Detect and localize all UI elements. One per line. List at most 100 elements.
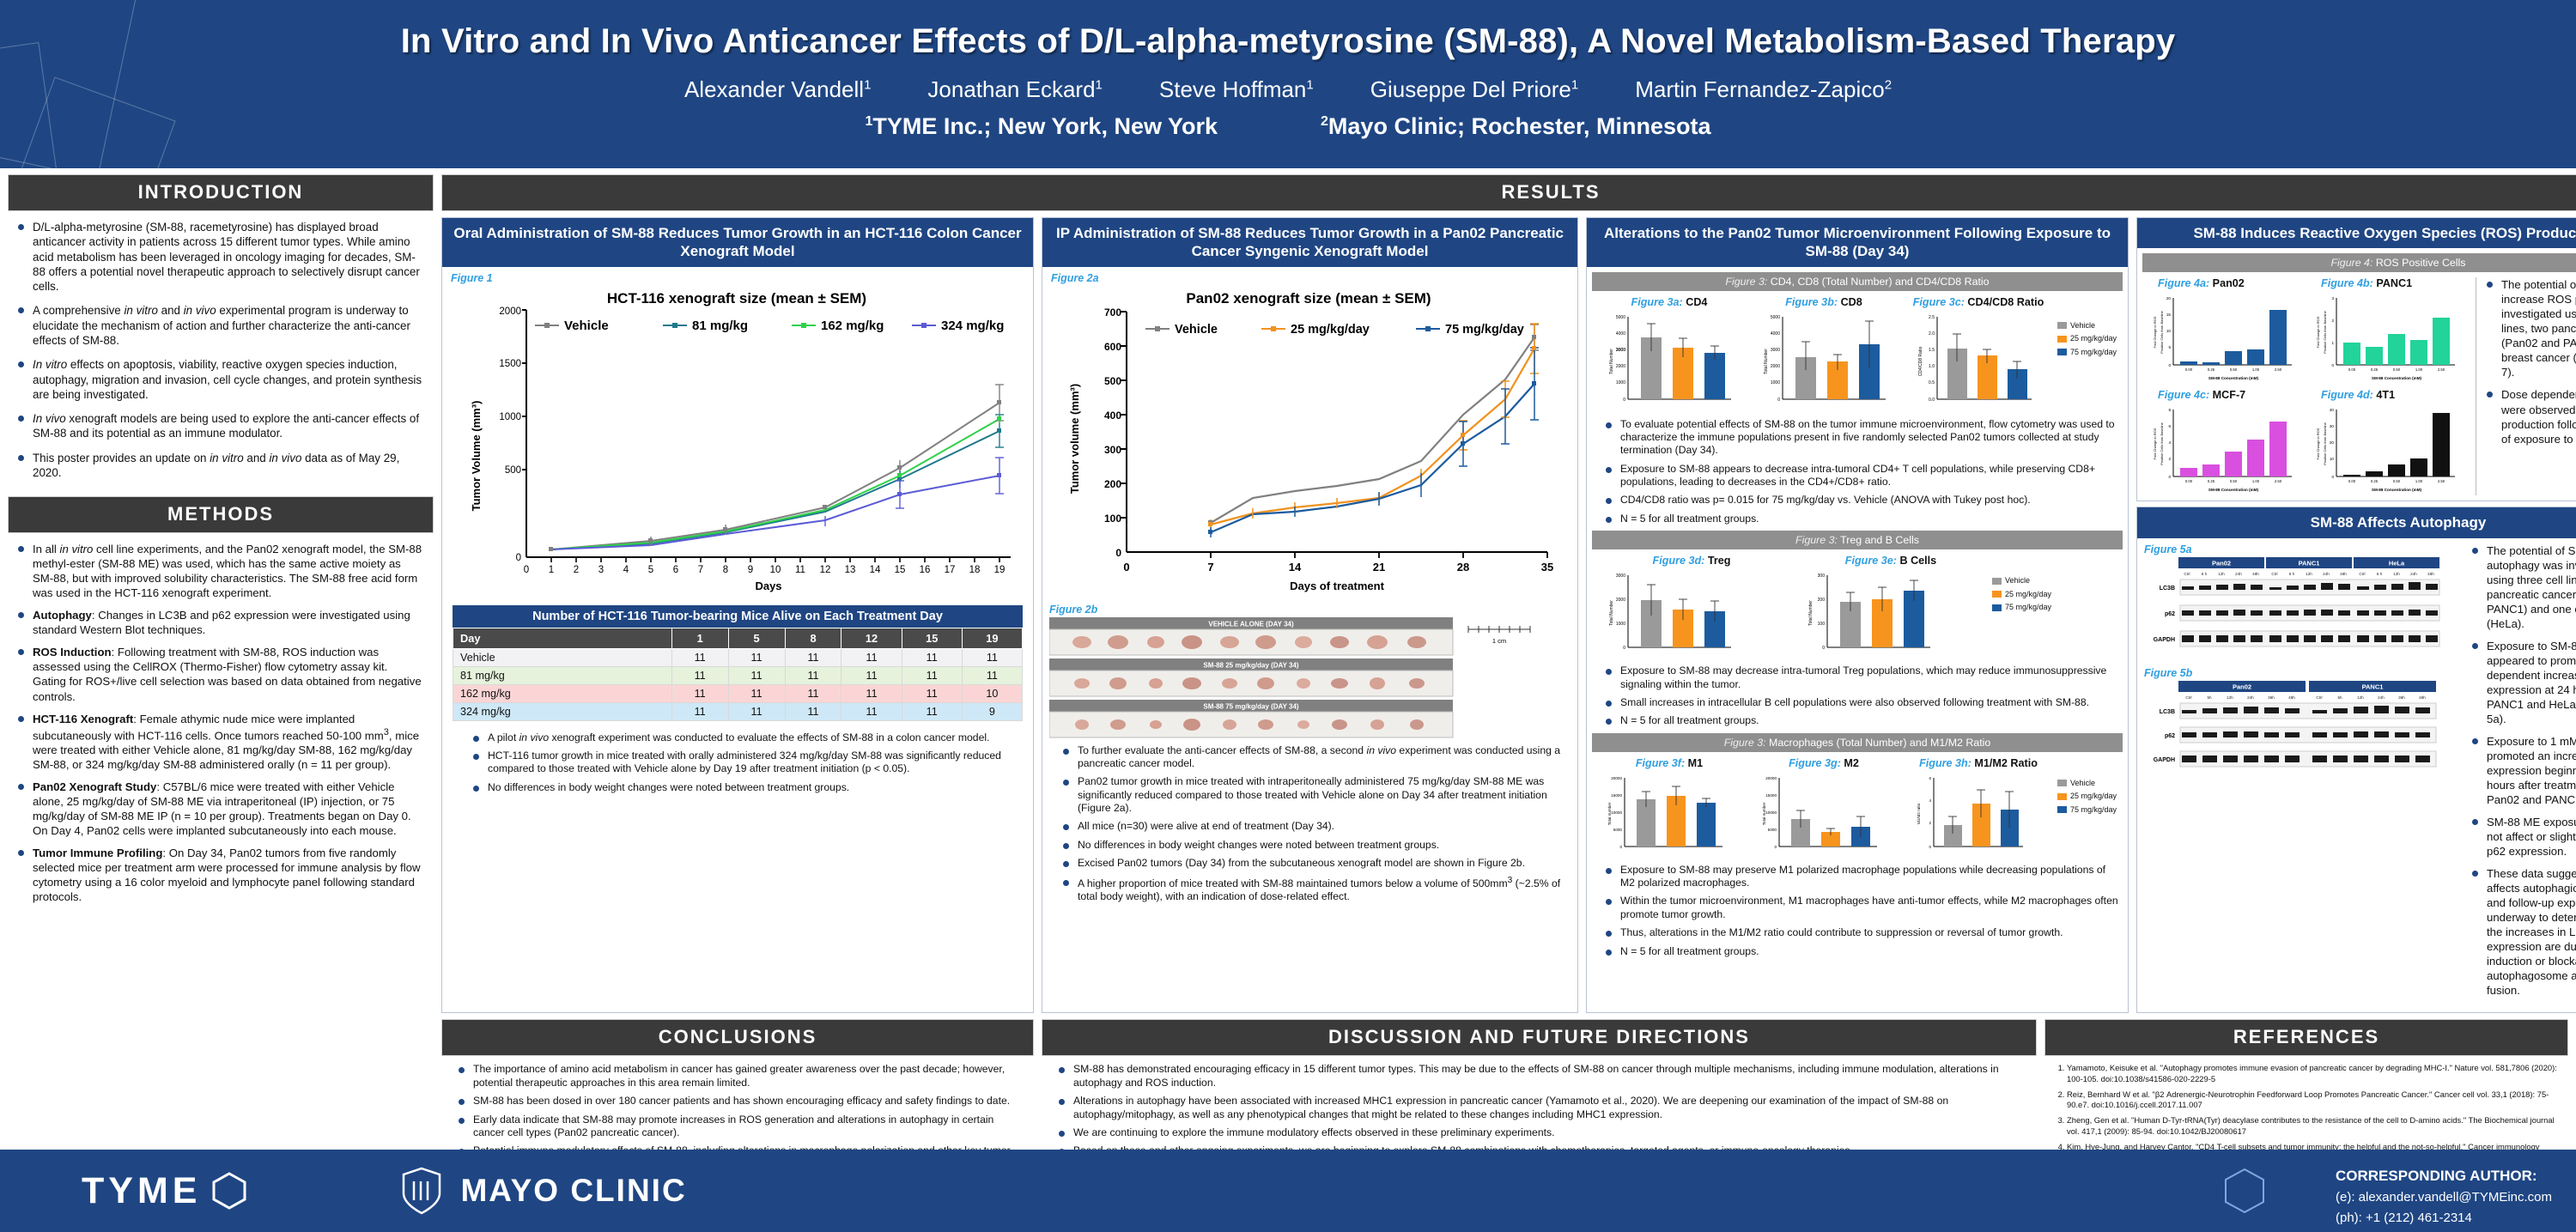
svg-text:3000: 3000 [1616, 348, 1625, 353]
list-item: In vivo xenograft models are being used … [16, 411, 423, 441]
cell: 11 [784, 683, 842, 703]
svg-text:2000: 2000 [1616, 598, 1625, 603]
svg-text:14: 14 [1289, 561, 1302, 574]
figure-3c-chart: 2.5 2.0 1.5 1.0 0.5 0.0 CD4/CD8 Ratio [1918, 315, 2032, 403]
panel-microenvironment-bullets-b: Exposure to SM-88 may decrease intra-tum… [1592, 665, 2121, 728]
svg-text:0: 0 [1929, 845, 1931, 849]
svg-text:6: 6 [673, 565, 678, 575]
svg-text:17: 17 [945, 565, 956, 575]
svg-text:0.0: 0.0 [1929, 398, 1935, 403]
list-item: Autophagy: Changes in LC3B and p62 expre… [16, 608, 423, 637]
svg-text:1.5: 1.5 [1929, 348, 1935, 353]
legend-item: Vehicle [2057, 320, 2121, 332]
figure-3e-chart: 300 200 100 0 Total Number [1808, 574, 1930, 651]
legend-item: Vehicle [2057, 778, 2121, 790]
svg-text:4000: 4000 [1616, 331, 1625, 337]
list-item: Exposure to SM-88 may preserve M1 polari… [1604, 864, 2121, 890]
figure-3-row-c: Figure 3f: M1 20000 15000 10000 5000 0 Total… [1587, 757, 2128, 860]
list-item: Within the tumor microenvironment, M1 ma… [1604, 895, 2121, 921]
section-header-methods: METHODS [8, 496, 434, 534]
author: Giuseppe Del Priore1 [1370, 76, 1579, 102]
row-label: 162 mg/kg [453, 683, 672, 703]
tyme-logo: TYME [82, 1169, 202, 1211]
table-row: Vehicle 11 11 11 11 11 11 [453, 647, 1024, 667]
svg-text:1000: 1000 [1616, 622, 1625, 627]
svg-text:GAPDH: GAPDH [2154, 757, 2175, 763]
svg-text:1.00: 1.00 [2415, 367, 2423, 372]
svg-text:20000: 20000 [1611, 776, 1622, 780]
table-row: 162 mg/kg 11 11 11 11 11 10 [453, 683, 1024, 703]
cell: 11 [671, 647, 729, 667]
figure-2a-chart: Pan02 xenograft size (mean ± SEM) Vehicl… [1068, 290, 1553, 592]
svg-text:Tumor volume (mm³): Tumor volume (mm³) [1068, 383, 1081, 493]
svg-text:28: 28 [1457, 561, 1469, 574]
svg-text:SM-88 Concentration (mM): SM-88 Concentration (mM) [2372, 376, 2422, 380]
svg-text:8: 8 [2168, 408, 2171, 412]
svg-text:1000: 1000 [1616, 380, 1625, 385]
svg-text:1000: 1000 [1771, 380, 1780, 385]
svg-text:20: 20 [2330, 440, 2335, 445]
svg-text:324 mg/kg: 324 mg/kg [941, 319, 1004, 333]
panel-hct116-bullets: A pilot in vivo xenograft experiment was… [453, 731, 1023, 795]
legend-item: Vehicle [1992, 575, 2121, 587]
svg-text:Tumor Volume (mm³): Tumor Volume (mm³) [470, 400, 483, 511]
list-item: Exposure to SM-88 may decrease intra-tum… [1604, 665, 2121, 691]
methods-content: In all in vitro cell line experiments, a… [8, 533, 434, 915]
figure-3b-chart: 5000 4000 3000 2000 1000 0 Total Number [1764, 315, 1886, 403]
cell: 11 [727, 683, 786, 703]
svg-text:0: 0 [2168, 363, 2171, 367]
figure-2a: Figure 2a Pan02 xenograft size (mean ± S… [1042, 267, 1577, 602]
svg-text:Total number: Total number [1762, 802, 1766, 825]
table-row: 324 mg/kg 11 11 11 11 11 9 [453, 701, 1024, 721]
figure-2b: Figure 2b VEHICLE ALONE (DAY 34) [1042, 602, 1577, 744]
svg-text:Ctrl: Ctrl [2185, 695, 2191, 700]
cell: 11 [901, 665, 963, 685]
panel-pan02-title: IP Administration of SM-88 Reduces Tumor… [1042, 218, 1577, 267]
svg-text:5000: 5000 [1616, 315, 1625, 320]
column-header: 8 [784, 627, 842, 649]
svg-text:Positive Cells from Baseline: Positive Cells from Baseline [2323, 311, 2327, 354]
panel-ros-bullets: The potential of SM-88 to increase ROS p… [2485, 277, 2576, 446]
svg-text:19: 19 [994, 565, 1005, 575]
column-header: 19 [961, 627, 1024, 649]
figure-5a-label: Figure 5a [2144, 543, 2192, 555]
list-item: In all in vitro cell line experiments, a… [16, 542, 423, 600]
svg-text:Total Number: Total Number [1764, 348, 1769, 373]
figure-3-group-c-caption: Figure 3: Macrophages (Total Number) and… [1592, 732, 2123, 752]
svg-text:2.50: 2.50 [2438, 367, 2445, 372]
list-item: Exposure to 1 mM SM-88 ME promoted an in… [2470, 734, 2576, 807]
svg-text:2.50: 2.50 [2275, 479, 2282, 483]
list-item: To evaluate potential effects of SM-88 o… [1604, 418, 2121, 458]
list-item: Thus, alterations in the M1/M2 ratio cou… [1604, 926, 2121, 939]
svg-text:600: 600 [1104, 341, 1121, 353]
list-item: N = 5 for all treatment groups. [1604, 945, 2121, 958]
svg-text:Pan02: Pan02 [2212, 559, 2231, 567]
cell: 11 [784, 701, 842, 721]
svg-text:500: 500 [505, 465, 521, 476]
svg-text:2000: 2000 [499, 306, 521, 317]
svg-text:M1/M2 ratio: M1/M2 ratio [1917, 803, 1921, 824]
svg-text:Fold Change in ROS: Fold Change in ROS [2316, 428, 2320, 459]
svg-text:Total Number: Total Number [1609, 348, 1614, 373]
svg-text:3000: 3000 [1616, 574, 1625, 579]
affiliation-list: 1TYME Inc.; New York, New York 2Mayo Cli… [0, 113, 2576, 140]
list-item: SM-88 has demonstrated encouraging effic… [1057, 1063, 2028, 1089]
svg-text:0: 0 [516, 553, 521, 563]
svg-text:Positive Cells from Baseline: Positive Cells from Baseline [2323, 422, 2327, 465]
figure-3-group-b-caption: Figure 3: Treg and B Cells [1592, 531, 2123, 550]
mice-alive-table-caption: Number of HCT-116 Tumor-bearing Mice Ali… [453, 604, 1023, 628]
svg-text:VEHICLE ALONE (DAY 34): VEHICLE ALONE (DAY 34) [1208, 620, 1294, 628]
svg-text:5000: 5000 [1768, 828, 1777, 832]
list-item: These data suggest that SM-88 affects au… [2470, 866, 2576, 998]
svg-text:SM-88 Concentration (mM): SM-88 Concentration (mM) [2208, 488, 2259, 492]
panel-pan02-bullets: To further evaluate the anti-cancer effe… [1048, 744, 1569, 904]
svg-text:20000: 20000 [1765, 776, 1777, 780]
svg-text:5: 5 [2168, 345, 2171, 349]
list-item: SM-88 has been dosed in over 180 cancer … [457, 1095, 1025, 1108]
author: Martin Fernandez-Zapico2 [1635, 76, 1893, 102]
mayo-shield-icon [403, 1167, 441, 1215]
figure-2b-label: Figure 2b [1049, 603, 1098, 616]
svg-text:2000: 2000 [1616, 348, 1625, 353]
svg-text:Fold Change in ROS: Fold Change in ROS [2153, 316, 2157, 348]
svg-text:6: 6 [2168, 424, 2171, 428]
